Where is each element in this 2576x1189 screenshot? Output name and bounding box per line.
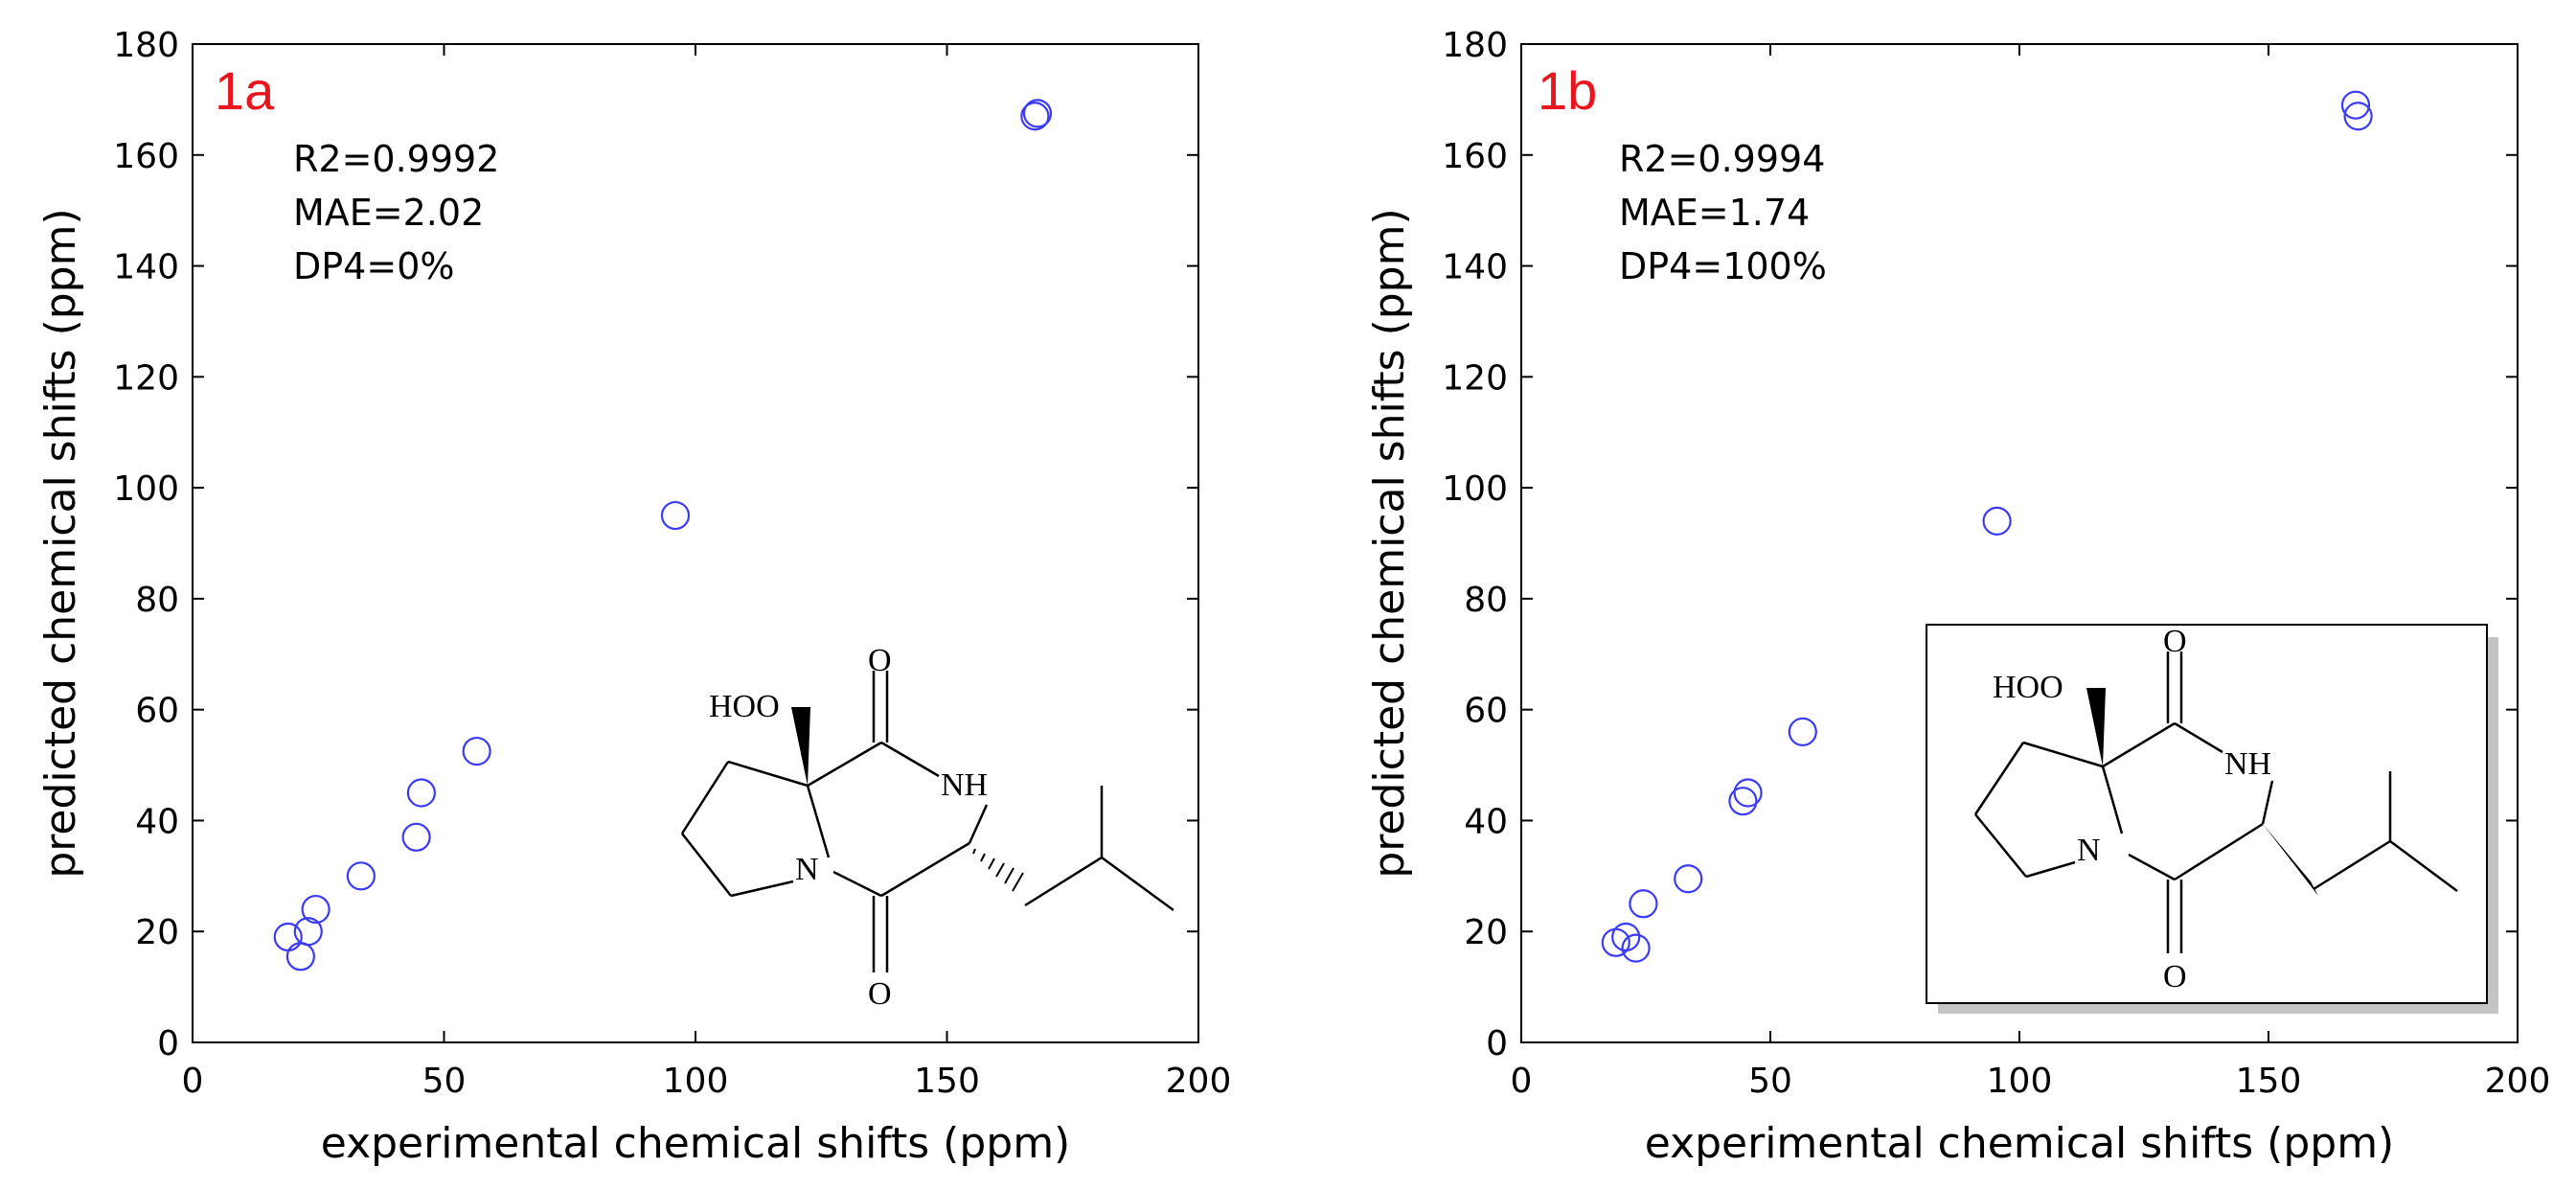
panel-label: 1b <box>1538 60 1597 121</box>
label-nh: NH <box>2224 746 2271 782</box>
y-tick-label: 0 <box>157 1024 179 1063</box>
y-tick-label: 0 <box>1486 1024 1508 1063</box>
data-point <box>1621 933 1651 963</box>
data-points <box>1601 90 2373 963</box>
data-point <box>1601 927 1630 957</box>
data-point <box>1020 102 1050 131</box>
axis-ticks: 0 50 100 150 200 0 20 40 60 80 100 120 140 160 180 <box>113 26 1231 1101</box>
y-tick-label: 160 <box>113 137 179 176</box>
label-hoo: HOO <box>709 689 780 724</box>
x-tick-label: 50 <box>422 1062 467 1101</box>
label-n: N <box>795 852 819 887</box>
chemical-structure-1b: HOO O NH N O <box>1926 624 2498 1014</box>
inset-box <box>1926 624 2488 1004</box>
label-n: N <box>2077 833 2101 868</box>
data-point <box>1674 864 1703 894</box>
data-point <box>1788 717 1817 746</box>
y-tick-label: 180 <box>1442 26 1508 65</box>
y-axis-label: predicted chemical shifts (ppm) <box>1365 208 1414 878</box>
x-tick-label: 150 <box>2236 1062 2302 1101</box>
y-tick-label: 40 <box>1464 802 1508 841</box>
y-tick-label: 140 <box>1442 248 1508 287</box>
x-tick-label: 200 <box>1166 1062 1232 1101</box>
data-point <box>1022 99 1053 128</box>
data-point <box>1982 506 2012 536</box>
dp4-annotation: DP4=100% <box>1619 245 1827 287</box>
data-point <box>301 894 331 925</box>
label-nh: NH <box>941 767 988 803</box>
x-tick-label: 150 <box>914 1062 980 1101</box>
axis-ticks: 0 50 100 150 200 0 20 40 60 80 100 120 140 160 180 <box>1442 26 2550 1101</box>
x-tick-label: 200 <box>2485 1062 2551 1101</box>
x-tick-label: 0 <box>182 1062 204 1101</box>
panel-label: 1a <box>215 60 275 121</box>
data-point <box>2340 90 2371 120</box>
y-tick-label: 20 <box>135 913 179 952</box>
y-tick-label: 120 <box>113 358 179 398</box>
data-point <box>293 917 323 947</box>
label-o-top: O <box>868 643 892 678</box>
y-tick-label: 80 <box>135 581 179 620</box>
data-point <box>660 500 691 531</box>
y-tick-label: 180 <box>113 26 179 65</box>
r2-annotation: R2=0.9994 <box>1619 138 1825 180</box>
data-point <box>462 736 491 766</box>
x-axis-label: experimental chemical shifts (ppm) <box>321 1119 1070 1168</box>
y-tick-label: 120 <box>1442 358 1508 398</box>
data-point <box>1733 778 1763 808</box>
data-point <box>285 942 315 972</box>
y-tick-label: 160 <box>1442 137 1508 176</box>
data-point <box>2343 102 2373 131</box>
label-hoo: HOO <box>1993 670 2063 705</box>
x-tick-label: 50 <box>1748 1062 1792 1101</box>
chemical-structure-1a: HOO O NH N O <box>680 643 1174 1012</box>
y-tick-label: 60 <box>135 692 179 731</box>
chart-panel-1b: 0 50 100 150 200 0 20 40 60 80 100 120 140 160 180 <box>1365 26 2550 1168</box>
x-tick-label: 100 <box>663 1062 729 1101</box>
data-point <box>1611 922 1641 952</box>
y-axis-label: predicted chemical shifts (ppm) <box>36 208 85 878</box>
y-tick-label: 80 <box>1464 581 1508 620</box>
data-point <box>346 861 376 891</box>
data-point <box>1629 889 1658 919</box>
label-o-bottom: O <box>868 976 892 1012</box>
y-tick-label: 100 <box>113 469 179 509</box>
y-tick-label: 100 <box>1442 469 1508 509</box>
mae-annotation: MAE=2.02 <box>293 192 484 234</box>
data-point <box>1728 787 1758 816</box>
data-point <box>406 778 436 808</box>
y-tick-label: 60 <box>1464 692 1508 731</box>
mae-annotation: MAE=1.74 <box>1619 192 1810 234</box>
x-axis-label: experimental chemical shifts (ppm) <box>1645 1119 2394 1168</box>
data-point <box>401 822 431 852</box>
y-tick-label: 20 <box>1464 913 1508 952</box>
data-points <box>273 99 1053 972</box>
x-tick-label: 100 <box>1987 1062 2053 1101</box>
r2-annotation: R2=0.9992 <box>293 138 499 180</box>
label-o-bottom: O <box>2163 959 2187 995</box>
dp4-annotation: DP4=0% <box>293 245 454 287</box>
label-o-top: O <box>2163 624 2187 659</box>
data-point <box>273 922 303 952</box>
x-tick-label: 0 <box>1511 1062 1533 1101</box>
y-tick-label: 140 <box>113 248 179 287</box>
y-tick-label: 40 <box>135 802 179 841</box>
